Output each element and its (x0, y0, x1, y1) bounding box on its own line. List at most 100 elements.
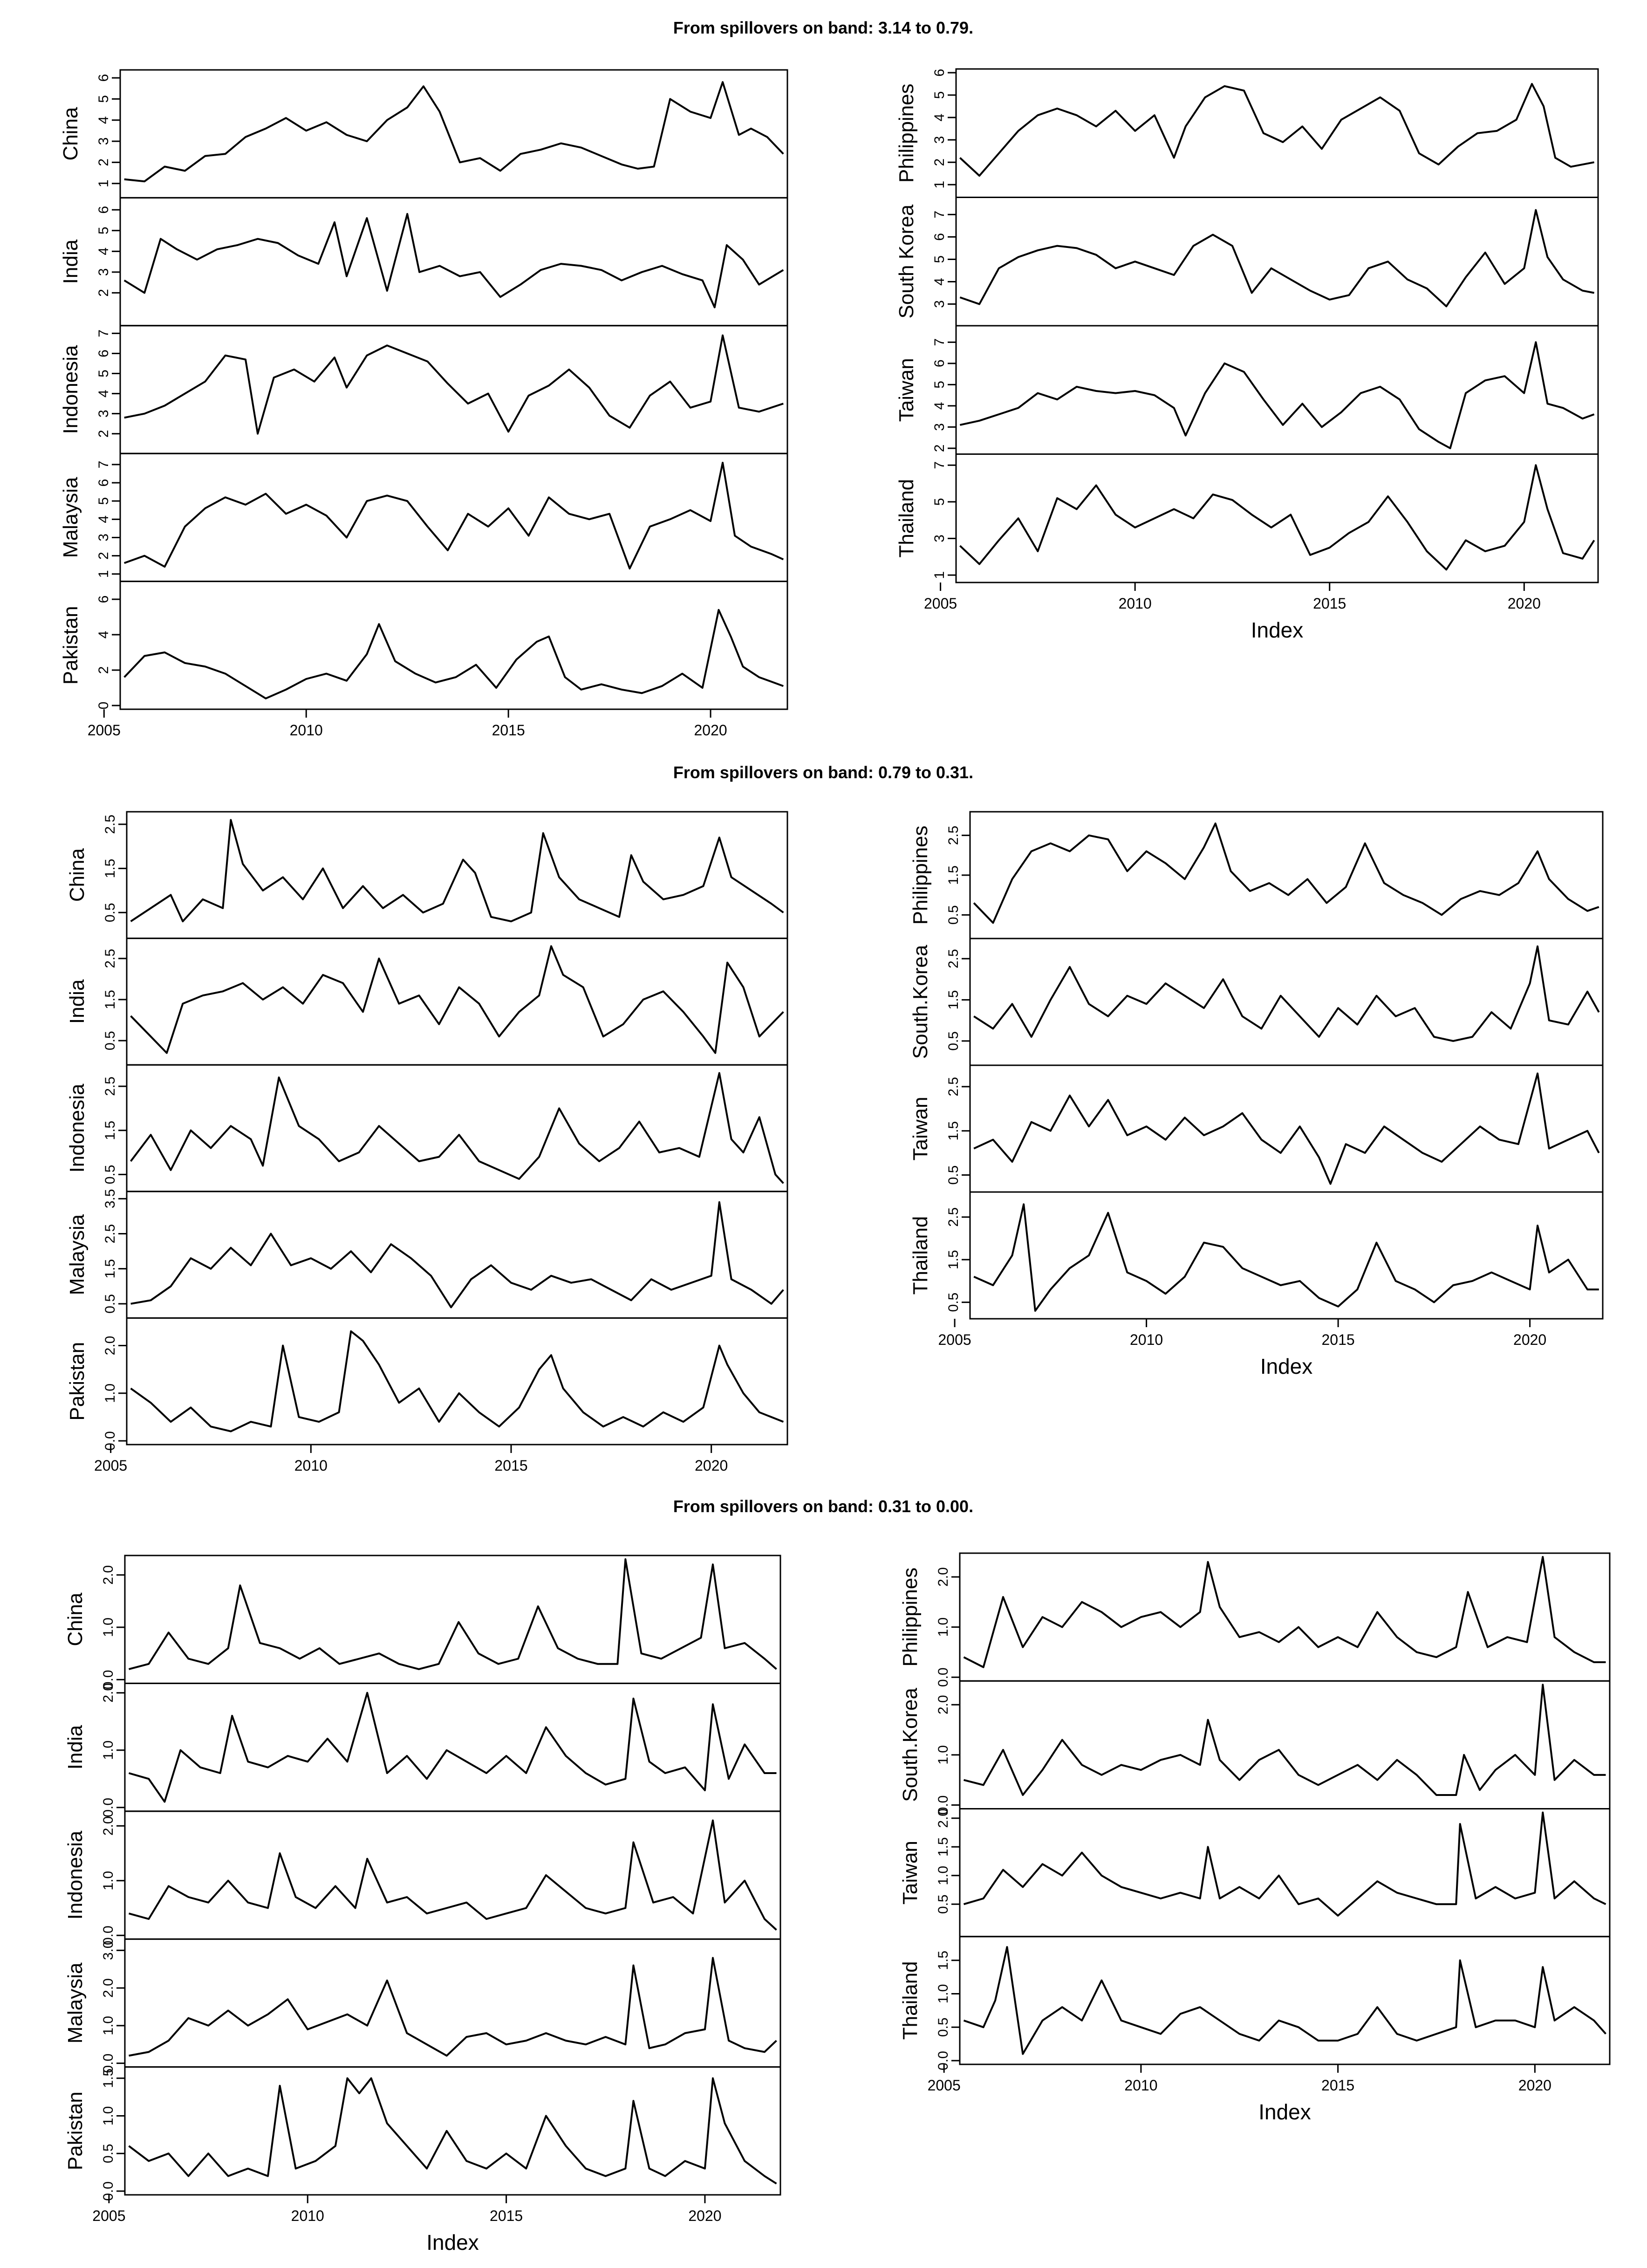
y-tick-label: 1.0 (101, 2106, 116, 2126)
y-tick-label: 1.0 (103, 1384, 118, 1403)
y-tick-label: 6 (96, 596, 111, 603)
panel-label-malaysia: Malaysia (64, 1962, 87, 2043)
x-tick-label: 2015 (1313, 595, 1346, 612)
y-tick-label: 4 (932, 278, 947, 286)
x-axis-label: Index (1251, 618, 1304, 642)
series-line-malaysia (129, 1957, 777, 2057)
x-axis: 2005 2010 2015 2020 Index (938, 1319, 1546, 1378)
panel-malaysia: 0.0 1.0 2.0 3.0 Malaysia (64, 1938, 781, 2073)
panel-philippines: 1 2 3 4 5 6 Philippines (895, 68, 1599, 198)
panel-philippines: 0.5 1.5 2.5 Philippines (909, 811, 1604, 939)
y-tick-label: 1.0 (936, 1866, 951, 1885)
x-tick-label: 2005 (938, 1331, 971, 1348)
panel-china: 1 2 3 4 5 6 China (59, 69, 788, 199)
y-tick-label: 1.0 (101, 2016, 116, 2035)
y-tick-label: 2.5 (103, 949, 118, 968)
y-tick-label: 6 (96, 479, 111, 487)
y-tick-label: 0.5 (936, 2017, 951, 2037)
band-title: From spillovers on band: 0.79 to 0.31. (673, 763, 973, 782)
series-line-pakistan (123, 609, 784, 699)
y-tick-label: 7 (932, 338, 947, 346)
panel-south-korea: 0.0 1.0 2.0 South.Korea (899, 1680, 1611, 1815)
y-tick-label: 1.0 (936, 1617, 951, 1637)
x-tick-label: 2015 (490, 2207, 523, 2224)
y-tick-label: 1.0 (101, 1617, 116, 1637)
y-tick-label: 0.0 (936, 1667, 951, 1687)
y-tick-label: 3 (96, 268, 111, 276)
y-tick-label: 1 (96, 179, 111, 187)
y-tick-label: 1.0 (101, 1740, 116, 1760)
series-line-indonesia (128, 1819, 777, 1931)
y-tick-label: 2.0 (936, 1809, 951, 1828)
series-line-indonesia (130, 1072, 784, 1184)
panel-label-south-korea: South Korea (895, 204, 918, 318)
y-tick-label: 2.0 (103, 1336, 118, 1356)
y-tick-label: 0.5 (103, 1165, 118, 1185)
series-line-malaysia (130, 1201, 784, 1309)
series-line-thailand (963, 1946, 1607, 2055)
y-tick-label: 0.0 (936, 2051, 951, 2070)
y-tick-label: 2.5 (946, 1077, 961, 1096)
y-tick-label: 3 (932, 534, 947, 542)
x-tick-label: 2020 (1518, 2077, 1551, 2094)
band-block-1: From spillovers on band: 3.14 to 0.79. 1 2… (59, 18, 1599, 739)
x-tick-label: 2010 (294, 1457, 328, 1474)
y-tick-label: 1.5 (103, 1121, 118, 1140)
y-tick-label: 5 (96, 370, 111, 377)
y-tick-label: 1 (96, 570, 111, 578)
y-tick-label: 5 (932, 255, 947, 263)
panel-indonesia: 2 3 4 5 6 7 Indonesia (59, 325, 788, 454)
y-tick-label: 3 (96, 534, 111, 541)
panel-label-philippines: Philippines (909, 826, 932, 925)
y-tick-label: 3 (96, 137, 111, 145)
y-tick-label: 0.0 (101, 2054, 116, 2073)
y-tick-label: 1.5 (946, 865, 961, 885)
y-tick-label: 6 (96, 206, 111, 214)
y-tick-label: 2 (96, 158, 111, 166)
y-tick-label: 4 (932, 114, 947, 122)
y-tick-label: 2.5 (103, 1224, 118, 1244)
y-tick-label: 5 (932, 498, 947, 506)
panel-label-india: India (66, 979, 89, 1024)
y-tick-label: 6 (96, 74, 111, 82)
y-tick-label: 0.0 (101, 1798, 116, 1817)
y-tick-label: 4 (96, 247, 111, 255)
y-tick-label: 3 (96, 410, 111, 418)
y-tick-label: 0.0 (936, 1795, 951, 1815)
y-tick-label: 1 (932, 571, 947, 579)
x-tick-label: 2005 (924, 595, 957, 612)
panel-label-thailand: Thailand (895, 479, 918, 558)
panel-india: 2.0 1.0 0.0 India (64, 1682, 781, 1817)
y-tick-label: 4 (96, 116, 111, 124)
series-line-malaysia (124, 461, 784, 569)
panel-label-indonesia: Indonesia (64, 1830, 87, 1919)
panel-label-china: China (64, 1592, 87, 1646)
panel-label-thailand: Thailand (899, 1961, 922, 2040)
y-tick-label: 7 (96, 461, 111, 469)
series-line-thailand (973, 1203, 1599, 1312)
y-tick-label: 0.5 (101, 2144, 116, 2163)
y-tick-label: 1.0 (936, 1984, 951, 2004)
panel-taiwan: 0.5 1.5 2.5 Taiwan (909, 1064, 1604, 1193)
y-tick-label: 2.0 (101, 1565, 116, 1585)
y-tick-label: 3.0 (101, 1940, 116, 1960)
y-tick-label: 1.5 (946, 1121, 961, 1141)
y-tick-label: 3 (932, 136, 947, 144)
y-tick-label: 1 (932, 181, 947, 189)
y-tick-label: 2.5 (103, 815, 118, 834)
panel-south-korea: 3 4 5 6 7 South Korea (895, 197, 1599, 327)
panel-label-thailand: Thailand (909, 1216, 932, 1295)
y-tick-label: 5 (932, 381, 947, 389)
y-tick-label: 4 (96, 515, 111, 523)
series-line-south-korea (973, 945, 1600, 1042)
panel-label-malaysia: Malaysia (59, 477, 82, 558)
y-tick-label: 4 (96, 390, 111, 397)
series-line-india (130, 945, 784, 1054)
panel-india: 2 3 4 5 6 India (59, 197, 788, 327)
series-line-taiwan (963, 1811, 1606, 1917)
panel-label-pakistan: Pakistan (59, 606, 82, 685)
panel-label-philippines: Philippines (895, 83, 918, 183)
